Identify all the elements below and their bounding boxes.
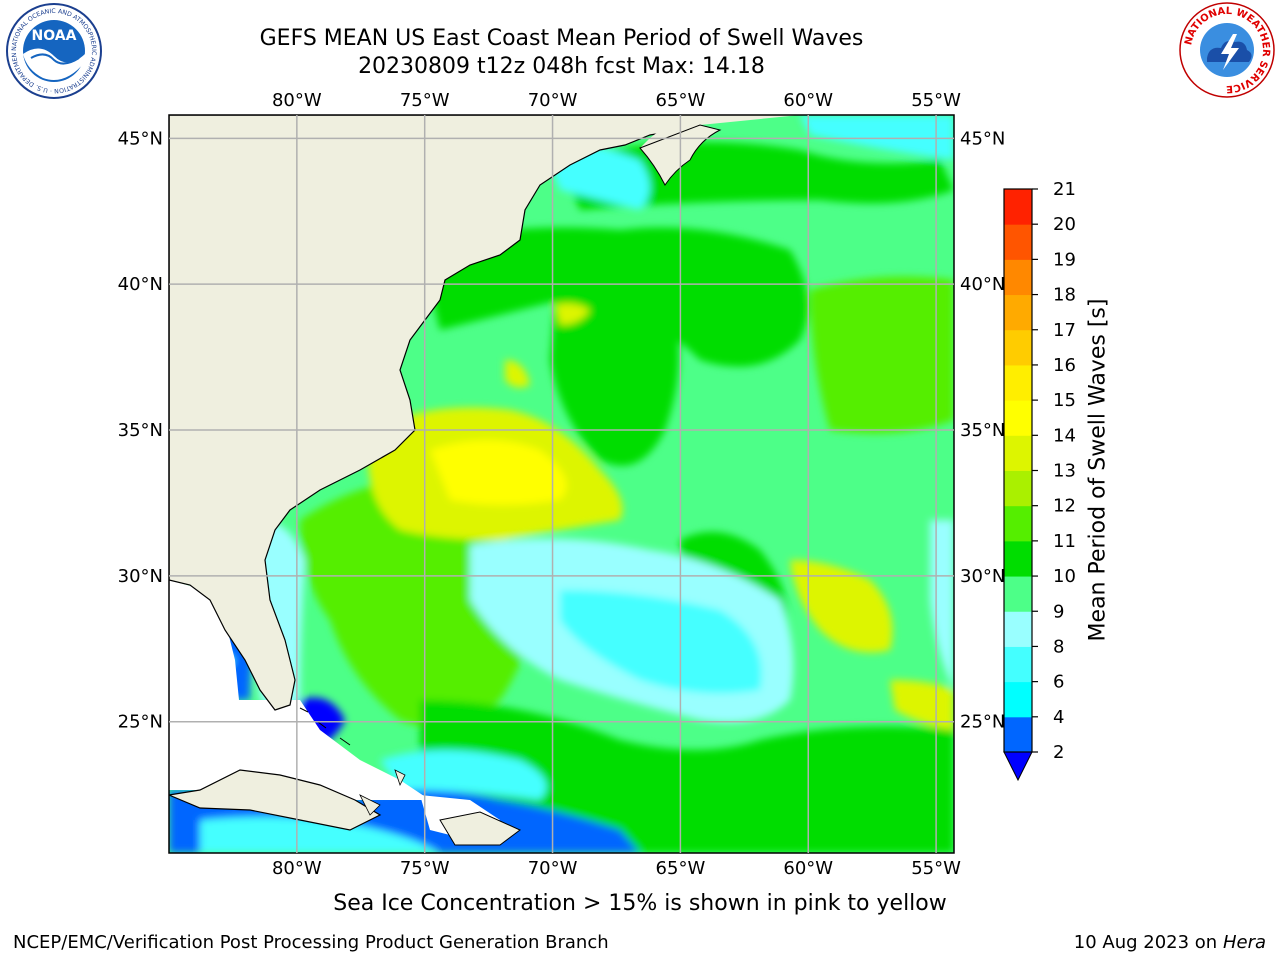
lat-label-left: 45°N [118, 128, 163, 149]
colorbar-tick-label: 21 [1053, 179, 1076, 200]
nws-logo: NATIONAL WEATHER SERVICE [1179, 2, 1275, 98]
noaa-logo-text: NOAA [32, 28, 77, 44]
colorbar-tick-label: 20 [1053, 214, 1076, 235]
sea-ice-note: Sea Ice Concentration > 15% is shown in … [333, 891, 947, 916]
lon-label-bottom: 65°W [656, 858, 706, 879]
longitude-labels: 80°W 80°W 75°W 75°W 70°W 70°W 65°W 65°W 60°W 60°W… [272, 90, 961, 879]
swell-zone-7s-core [560, 590, 762, 694]
map-field [169, 115, 954, 853]
map-frame [168, 114, 955, 854]
lon-label-bottom: 75°W [400, 858, 450, 879]
lon-label-top: 75°W [400, 90, 450, 111]
colorbar-tick-label: 10 [1053, 566, 1076, 587]
colorbar-tick-label: 16 [1053, 355, 1076, 376]
colorbar-tick-label: 14 [1053, 425, 1076, 446]
lat-label-left: 35°N [118, 420, 163, 441]
lon-label-bottom: 55°W [911, 858, 961, 879]
chart-subtitle: 20230809 t12z 048h fcst Max: 14.18 [358, 54, 765, 79]
colorbar-band [1004, 294, 1032, 331]
chart-title: GEFS MEAN US East Coast Mean Period of S… [259, 26, 864, 51]
lat-label-right: 35°N [960, 420, 1005, 441]
lon-label-bottom: 80°W [272, 858, 322, 879]
lon-label-top: 55°W [911, 90, 961, 111]
colorbar-band [1004, 681, 1032, 718]
lat-label-right: 45°N [960, 128, 1005, 149]
colorbar-tick-label: 19 [1053, 249, 1076, 270]
colorbar-band [1004, 646, 1032, 683]
lat-label-right: 40°N [960, 274, 1005, 295]
latitude-labels: 45°N 45°N 40°N 40°N 35°N 35°N 30°N 30°N 25°N 25°N [118, 128, 1006, 732]
colorbar-under-arrow [1003, 751, 1033, 782]
colorbar-band [1004, 716, 1032, 753]
map-graticule [169, 115, 954, 853]
colorbar-band [1004, 400, 1032, 436]
colorbar-band [1004, 505, 1032, 542]
swell-zone-12s-east [810, 276, 954, 434]
colorbar-tick-label: 15 [1053, 390, 1076, 411]
swell-zone-14s-east [790, 560, 893, 653]
swell-zone-11s-central [550, 290, 679, 466]
colorbar-band [1004, 470, 1032, 507]
lat-label-right: 30°N [960, 566, 1005, 587]
colorbar-band [1004, 329, 1032, 366]
colorbar-band [1004, 576, 1032, 612]
land-hispaniola [439, 811, 521, 846]
lon-label-bottom: 70°W [528, 858, 578, 879]
swell-zone-12s-southwest [300, 480, 540, 727]
colorbar-band [1004, 224, 1032, 260]
colorbar-band [1004, 364, 1032, 401]
lon-label-bottom: 60°W [783, 858, 833, 879]
lat-label-left: 40°N [118, 274, 163, 295]
swell-zone-north-edge [800, 115, 954, 160]
colorbar-band [1004, 611, 1032, 647]
colorbar-tick-label: 8 [1053, 636, 1064, 657]
colorbar-tick-label: 4 [1053, 707, 1064, 728]
colorbar-tick-label: 17 [1053, 320, 1076, 341]
lon-label-top: 60°W [783, 90, 833, 111]
colorbar-tick-label: 11 [1053, 531, 1076, 552]
lon-label-top: 80°W [272, 90, 322, 111]
footer-credit: NCEP/EMC/Verification Post Processing Pr… [13, 932, 609, 953]
colorbar-tick-label: 13 [1053, 461, 1076, 482]
lat-label-right: 25°N [960, 712, 1005, 733]
colorbar-tick-label: 18 [1053, 285, 1076, 306]
footer-date: 10 Aug 2023 on Hera [1074, 932, 1266, 953]
colorbar-band [1004, 189, 1032, 225]
footer-date-text: 10 Aug 2023 on [1073, 932, 1218, 953]
lat-label-left: 30°N [118, 566, 163, 587]
lon-label-top: 70°W [528, 90, 578, 111]
colorbar-tick-label: 2 [1053, 742, 1064, 763]
colorbar-label: Mean Period of Swell Waves [s] [1085, 298, 1111, 642]
colorbar-tick-label: 6 [1053, 672, 1064, 693]
swell-zone-14s-core [430, 440, 567, 505]
colorbar-band [1004, 540, 1032, 577]
noaa-logo: NATIONAL OCEANIC AND ATMOSPHERIC ADMINIS… [5, 2, 102, 99]
footer-machine: Hera [1222, 932, 1266, 953]
colorbar-band [1004, 435, 1032, 471]
colorbar: 2 4 6 8 9 10 11 12 13 14 15 16 17 18 19 20 21 [1003, 179, 1076, 782]
colorbar-band [1004, 259, 1032, 296]
lat-label-left: 25°N [118, 712, 163, 733]
colorbar-tick-label: 12 [1053, 496, 1076, 517]
swell-zone-13s-southeast [890, 680, 954, 730]
no-data-gulf-shelf [169, 580, 240, 715]
lon-label-top: 65°W [656, 90, 706, 111]
colorbar-tick-label: 9 [1053, 601, 1064, 622]
